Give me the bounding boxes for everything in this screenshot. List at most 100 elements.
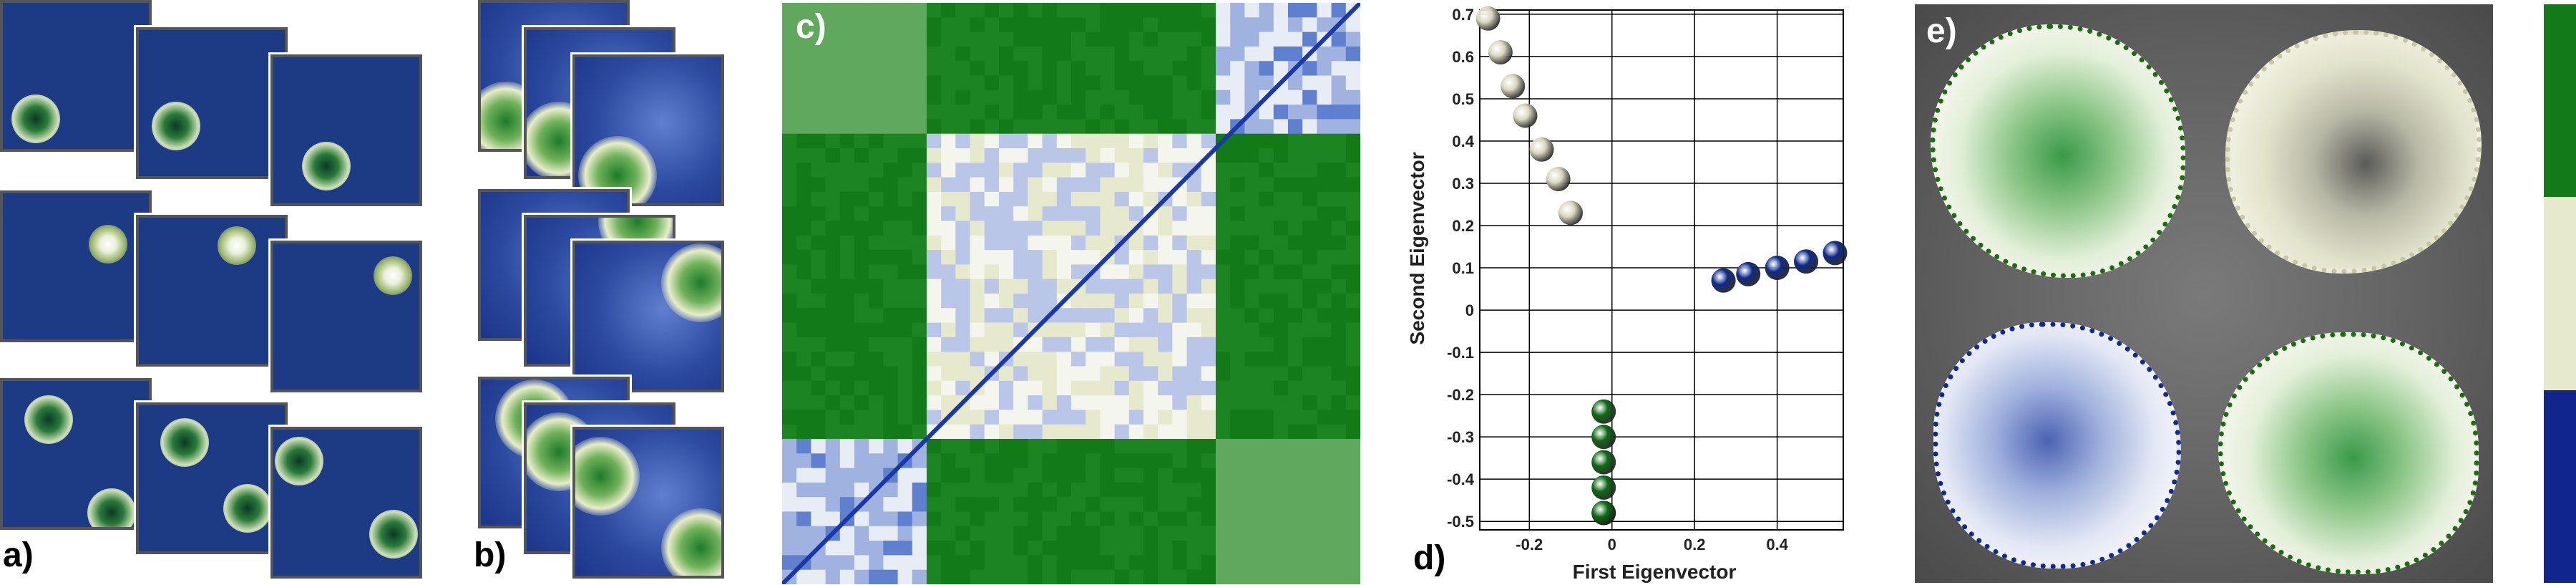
matrix-cell: [1273, 46, 1289, 62]
matrix-cell: [811, 119, 826, 135]
matrix-cell: [1288, 46, 1303, 62]
matrix-cell: [897, 163, 913, 178]
matrix-cell: [1317, 395, 1332, 410]
matrix-cell: [1302, 337, 1317, 352]
matrix-cell: [825, 482, 841, 498]
panel-a-frame-1-3: [270, 54, 422, 206]
matrix-cell: [811, 206, 826, 221]
matrix-cell: [927, 380, 942, 396]
matrix-cell: [1331, 468, 1347, 483]
scatter-point: [1823, 241, 1848, 266]
matrix-cell: [912, 177, 927, 193]
matrix-cell: [854, 163, 869, 178]
matrix-cell: [782, 206, 797, 221]
matrix-cell: [912, 482, 927, 498]
matrix-cell: [1288, 555, 1303, 571]
matrix-cell: [1288, 337, 1303, 352]
matrix-cell: [1244, 294, 1260, 309]
matrix-cell: [1345, 46, 1360, 62]
matrix-cell: [839, 410, 855, 425]
matrix-cell: [839, 497, 855, 512]
matrix-cell: [854, 46, 869, 62]
matrix-cell: [1345, 221, 1360, 236]
matrix-cell: [927, 17, 942, 33]
matrix-cell: [941, 75, 956, 91]
matrix-cell: [1172, 497, 1188, 512]
matrix-cell: [825, 133, 841, 149]
matrix-cell: [927, 119, 942, 135]
x-tick-label: 0: [1608, 536, 1616, 553]
matrix-cell: [1201, 322, 1216, 338]
matrix-cell: [1158, 337, 1173, 352]
matrix-cell: [1216, 511, 1231, 527]
matrix-cell: [869, 90, 884, 105]
matrix-cell: [999, 555, 1014, 571]
matrix-cell: [883, 90, 899, 105]
matrix-cell: [999, 250, 1014, 265]
matrix-cell: [782, 366, 797, 382]
matrix-cell: [941, 569, 956, 584]
matrix-cell: [1172, 337, 1188, 352]
matrix-cell: [1288, 352, 1303, 367]
matrix-cell: [1128, 206, 1144, 221]
matrix-cell: [1302, 511, 1317, 527]
matrix-cell: [883, 61, 899, 76]
matrix-cell: [912, 511, 927, 527]
matrix-cell: [1128, 439, 1144, 454]
matrix-cell: [897, 569, 913, 584]
matrix-cell: [1201, 294, 1216, 309]
matrix-cell: [927, 541, 942, 556]
matrix-cell: [1186, 453, 1202, 469]
matrix-cell: [1028, 90, 1043, 105]
matrix-cell: [782, 119, 797, 135]
matrix-cell: [1143, 75, 1158, 91]
matrix-cell: [1172, 308, 1188, 324]
matrix-cell: [1186, 264, 1202, 280]
matrix-cell: [1114, 206, 1130, 221]
matrix-cell: [869, 148, 884, 163]
panel-e-label: e): [1926, 12, 1957, 50]
matrix-cell: [1216, 569, 1231, 584]
matrix-cell: [1071, 3, 1086, 18]
matrix-cell: [1317, 119, 1332, 135]
matrix-cell: [1013, 90, 1028, 105]
matrix-cell: [1128, 337, 1144, 352]
matrix-cell: [1143, 569, 1158, 584]
matrix-cell: [1013, 410, 1028, 425]
matrix-cell: [1056, 206, 1072, 221]
matrix-cell: [1244, 352, 1260, 367]
matrix-cell: [897, 148, 913, 163]
matrix-cell: [1317, 90, 1332, 105]
matrix-cell: [984, 541, 1000, 556]
matrix-cell: [811, 322, 826, 338]
matrix-cell: [1288, 395, 1303, 410]
matrix-cell: [1273, 497, 1289, 512]
matrix-cell: [1302, 410, 1317, 425]
matrix-cell: [782, 453, 797, 469]
matrix-cell: [999, 105, 1014, 120]
matrix-cell: [839, 337, 855, 352]
matrix-cell: [839, 395, 855, 410]
matrix-cell: [1230, 221, 1245, 236]
matrix-cell: [1331, 322, 1347, 338]
matrix-cell: [869, 526, 884, 541]
matrix-cell: [1013, 279, 1028, 294]
matrix-cell: [1143, 119, 1158, 135]
matrix-cell: [796, 337, 811, 352]
matrix-cell: [1259, 352, 1274, 367]
matrix-cell: [1056, 75, 1072, 91]
matrix-cell: [1158, 482, 1173, 498]
matrix-cell: [941, 294, 956, 309]
matrix-cell: [869, 322, 884, 338]
matrix-cell: [1172, 424, 1188, 440]
plot-frame: [1479, 9, 1844, 531]
matrix-cell: [1273, 511, 1289, 527]
matrix-cell: [1244, 148, 1260, 163]
matrix-cell: [854, 337, 869, 352]
matrix-cell: [1345, 177, 1360, 193]
matrix-cell: [839, 250, 855, 265]
matrix-cell: [854, 468, 869, 483]
matrix-cell: [1216, 541, 1231, 556]
matrix-cell: [999, 90, 1014, 105]
matrix-cell: [1028, 294, 1043, 309]
